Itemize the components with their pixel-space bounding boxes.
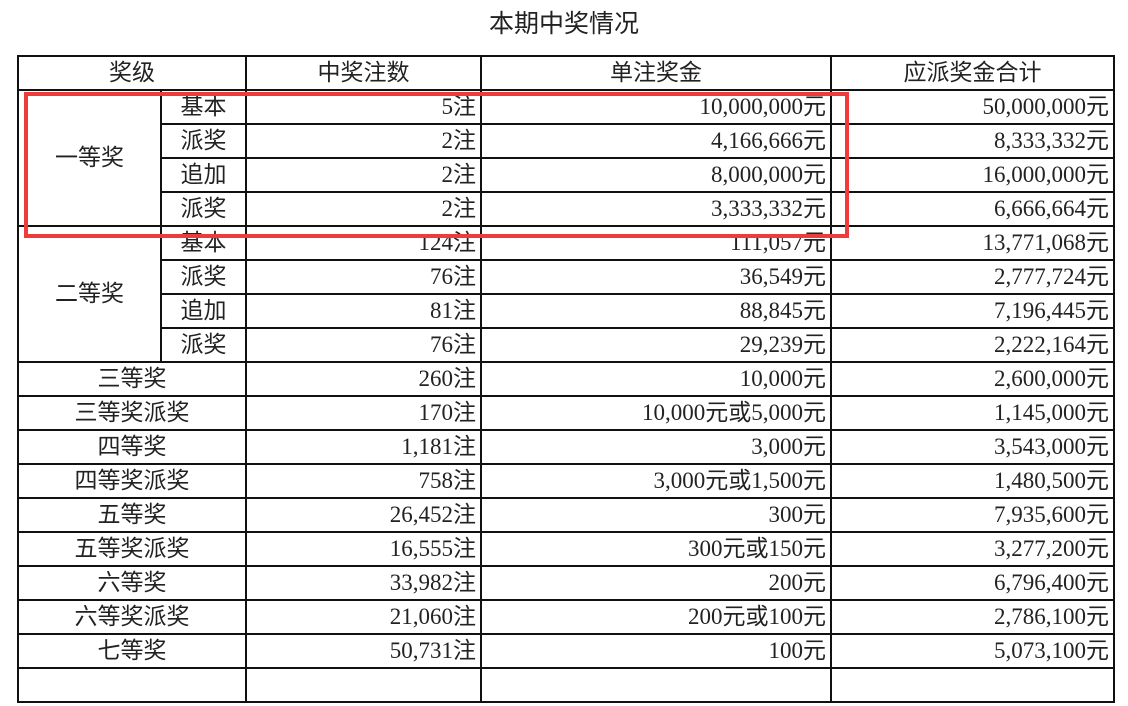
prize-level: 七等奖 bbox=[17, 633, 247, 669]
winning-count: 260注 bbox=[245, 361, 482, 397]
table-row: 四等奖 1,181注 3,000元 3,543,000元 bbox=[17, 429, 1115, 465]
table-row: 派奖 76注 36,549元 2,777,724元 bbox=[18, 259, 1115, 295]
single-prize: 8,000,000元 bbox=[480, 157, 832, 193]
single-prize: 200元 bbox=[480, 565, 832, 601]
table-row: 七等奖 50,731注 100元 5,073,100元 bbox=[17, 633, 1115, 669]
single-prize: 10,000元或5,000元 bbox=[480, 395, 832, 431]
prize-level: 五等奖派奖 bbox=[17, 531, 247, 567]
single-prize: 29,239元 bbox=[480, 327, 832, 363]
total-prize: 2,600,000元 bbox=[830, 361, 1115, 397]
total-prize: 6,666,664元 bbox=[830, 191, 1115, 227]
single-prize: 4,166,666元 bbox=[480, 123, 832, 159]
single-prize: 300元或150元 bbox=[480, 531, 832, 567]
total-prize: 3,277,200元 bbox=[830, 531, 1115, 567]
prize-sublevel: 基本 bbox=[160, 89, 247, 125]
prize-level: 三等奖派奖 bbox=[17, 395, 247, 431]
total-prize: 7,196,445元 bbox=[830, 293, 1115, 329]
prize-level: 四等奖 bbox=[17, 429, 247, 465]
table-row: 六等奖 33,982注 200元 6,796,400元 bbox=[17, 565, 1115, 601]
single-prize: 88,845元 bbox=[480, 293, 832, 329]
page-title: 本期中奖情况 bbox=[488, 11, 639, 38]
prize-level: 五等奖 bbox=[17, 497, 247, 533]
single-prize: 10,000,000元 bbox=[480, 89, 832, 125]
winning-count: 758注 bbox=[245, 463, 482, 499]
total-prize: 5,073,100元 bbox=[830, 633, 1115, 669]
single-prize: 3,333,332元 bbox=[480, 191, 832, 227]
header-total-prize: 应派奖金合计 bbox=[830, 55, 1115, 91]
empty-cell bbox=[17, 667, 247, 703]
total-prize: 1,145,000元 bbox=[830, 395, 1115, 431]
table-row: 派奖 2注 4,166,666元 8,333,332元 bbox=[18, 123, 1115, 159]
winning-count: 50,731注 bbox=[245, 633, 482, 669]
single-prize: 3,000元 bbox=[480, 429, 832, 465]
winning-count: 16,555注 bbox=[245, 531, 482, 567]
winning-count: 2注 bbox=[245, 123, 482, 159]
winning-count: 21,060注 bbox=[245, 599, 482, 635]
single-prize: 200元或100元 bbox=[480, 599, 832, 635]
prize-level: 六等奖派奖 bbox=[17, 599, 247, 635]
total-prize: 16,000,000元 bbox=[830, 157, 1115, 193]
winning-count: 5注 bbox=[245, 89, 482, 125]
table-row: 派奖 2注 3,333,332元 6,666,664元 bbox=[18, 191, 1115, 227]
table-row: 追加 81注 88,845元 7,196,445元 bbox=[18, 293, 1115, 329]
winning-count: 76注 bbox=[245, 259, 482, 295]
table-row: 追加 2注 8,000,000元 16,000,000元 bbox=[18, 157, 1115, 193]
table-row: 派奖 76注 29,239元 2,222,164元 bbox=[18, 327, 1115, 363]
prize-level: 六等奖 bbox=[17, 565, 247, 601]
empty-cell bbox=[480, 667, 832, 703]
prize-sublevel: 派奖 bbox=[160, 123, 247, 159]
total-prize: 2,786,100元 bbox=[830, 599, 1115, 635]
winning-count: 81注 bbox=[245, 293, 482, 329]
table-row: 二等奖 基本 124注 111,057元 13,771,068元 bbox=[17, 225, 1115, 363]
prize-sublevel: 派奖 bbox=[160, 327, 247, 363]
winning-count: 26,452注 bbox=[245, 497, 482, 533]
prize-level: 四等奖派奖 bbox=[17, 463, 247, 499]
header-count: 中奖注数 bbox=[245, 55, 482, 91]
winning-count: 2注 bbox=[245, 191, 482, 227]
prize-level: 一等奖 bbox=[17, 89, 162, 227]
single-prize: 3,000元或1,500元 bbox=[480, 463, 832, 499]
header-single-prize: 单注奖金 bbox=[480, 55, 832, 91]
prize-sublevel: 追加 bbox=[160, 157, 247, 193]
empty-cell bbox=[245, 667, 482, 703]
single-prize: 10,000元 bbox=[480, 361, 832, 397]
empty-cell bbox=[830, 667, 1115, 703]
winning-count: 170注 bbox=[245, 395, 482, 431]
winning-count: 124注 bbox=[245, 225, 482, 261]
total-prize: 8,333,332元 bbox=[830, 123, 1115, 159]
single-prize: 100元 bbox=[480, 633, 832, 669]
total-prize: 3,543,000元 bbox=[830, 429, 1115, 465]
prize-sublevel: 派奖 bbox=[160, 259, 247, 295]
total-prize: 2,222,164元 bbox=[830, 327, 1115, 363]
total-prize: 13,771,068元 bbox=[830, 225, 1115, 261]
total-prize: 6,796,400元 bbox=[830, 565, 1115, 601]
table-row: 三等奖派奖 170注 10,000元或5,000元 1,145,000元 bbox=[17, 395, 1115, 431]
prize-level: 三等奖 bbox=[17, 361, 247, 397]
total-prize: 1,480,500元 bbox=[830, 463, 1115, 499]
header-level: 奖级 bbox=[17, 55, 247, 91]
winning-count: 33,982注 bbox=[245, 565, 482, 601]
prize-level: 二等奖 bbox=[17, 225, 162, 363]
prize-table: 奖级 中奖注数 单注奖金 应派奖金合计 一等奖 基本 5注 10,000,000元 50… bbox=[17, 55, 1115, 703]
prize-sublevel: 追加 bbox=[160, 293, 247, 329]
table-row: 五等奖 26,452注 300元 7,935,600元 bbox=[17, 497, 1115, 533]
table-row: 五等奖派奖 16,555注 300元或150元 3,277,200元 bbox=[17, 531, 1115, 567]
total-prize: 7,935,600元 bbox=[830, 497, 1115, 533]
table-row-partial bbox=[17, 667, 1115, 703]
winning-count: 1,181注 bbox=[245, 429, 482, 465]
single-prize: 36,549元 bbox=[480, 259, 832, 295]
total-prize: 50,000,000元 bbox=[830, 89, 1115, 125]
table-header-row: 奖级 中奖注数 单注奖金 应派奖金合计 bbox=[17, 55, 1115, 91]
total-prize: 2,777,724元 bbox=[830, 259, 1115, 295]
winning-count: 2注 bbox=[245, 157, 482, 193]
table-row: 四等奖派奖 758注 3,000元或1,500元 1,480,500元 bbox=[17, 463, 1115, 499]
table-row: 三等奖 260注 10,000元 2,600,000元 bbox=[17, 361, 1115, 397]
table-row: 六等奖派奖 21,060注 200元或100元 2,786,100元 bbox=[17, 599, 1115, 635]
prize-sublevel: 基本 bbox=[160, 225, 247, 261]
table-row: 一等奖 基本 5注 10,000,000元 50,000,000元 bbox=[17, 89, 1115, 227]
winning-count: 76注 bbox=[245, 327, 482, 363]
prize-sublevel: 派奖 bbox=[160, 191, 247, 227]
single-prize: 300元 bbox=[480, 497, 832, 533]
single-prize: 111,057元 bbox=[480, 225, 832, 261]
